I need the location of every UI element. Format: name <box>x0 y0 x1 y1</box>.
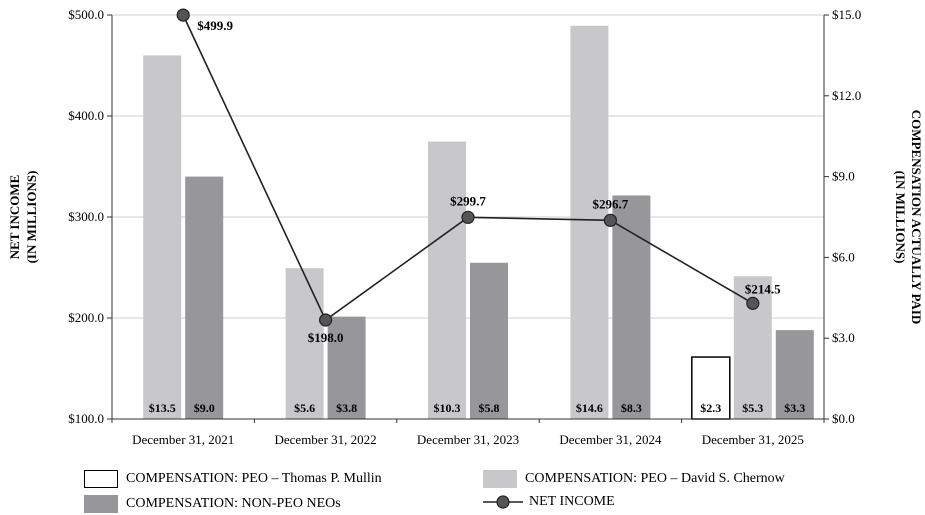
right-tick-label: $15.0 <box>832 7 861 22</box>
legend-item-mullin: COMPENSATION: PEO – Thomas P. Mullin <box>84 470 382 488</box>
right-tick-label: $0.0 <box>832 411 855 426</box>
net-income-value-label: $296.7 <box>593 196 629 211</box>
category-label: December 31, 2021 <box>132 432 234 447</box>
legend-swatch-chernow <box>483 470 517 488</box>
right-axis-title-line2: (IN MILLIONS) <box>893 171 908 264</box>
net-income-point <box>461 210 475 224</box>
bar <box>612 195 651 419</box>
bars <box>143 25 814 420</box>
net-income-labels: $499.9 $198.0 $299.7 $296.7 $214.5 <box>197 18 781 345</box>
net-income-value-label: $198.0 <box>308 330 344 345</box>
net-income-polyline <box>182 14 754 322</box>
bar-value-label: $9.0 <box>194 401 215 415</box>
left-tick-label: $300.0 <box>68 209 104 224</box>
bar <box>470 262 508 419</box>
legend-label-net-income: NET INCOME <box>529 494 615 509</box>
net-income-point <box>176 8 190 22</box>
category-label: December 31, 2023 <box>417 432 519 447</box>
legend-swatch-mullin <box>84 470 118 488</box>
net-income-value-label: $499.9 <box>197 18 233 33</box>
right-tick-label: $12.0 <box>832 88 861 103</box>
bar-value-label: $5.8 <box>479 401 500 415</box>
legend: COMPENSATION: PEO – Thomas P. Mullin COM… <box>0 462 925 515</box>
right-axis-title-line1: COMPENSATION ACTUALLY PAID <box>909 110 924 325</box>
right-tick-label: $3.0 <box>832 330 855 345</box>
bar <box>775 330 814 419</box>
legend-label-nonpeo: COMPENSATION: NON-PEO NEOs <box>126 496 341 511</box>
category-label: December 31, 2025 <box>702 432 804 447</box>
bar-value-label: $13.5 <box>149 401 176 415</box>
chart: $100.0$200.0$300.0$400.0$500.0 $0.0$3.0$… <box>7 7 924 447</box>
bar-data-labels: $13.5 $9.0 $5.6 $3.8 $10.3 $5.8 $14.6 $8.3 $2.3 $… <box>149 401 806 415</box>
bar <box>691 356 731 420</box>
bar-value-label: $3.3 <box>784 401 805 415</box>
left-tick-label: $400.0 <box>68 108 104 123</box>
bar <box>143 55 182 420</box>
left-axis-ticks: $100.0 $200.0 $300.0 $400.0 $500.0 <box>68 7 112 426</box>
category-label: December 31, 2024 <box>559 432 662 447</box>
net-income-point <box>603 213 618 227</box>
net-income-value-label: $299.7 <box>450 193 486 208</box>
bar-value-label: $3.8 <box>336 401 357 415</box>
bar-value-label: $8.3 <box>621 401 642 415</box>
left-tick-label: $200.0 <box>68 310 104 325</box>
legend-swatch-net-income <box>483 495 523 509</box>
bar-value-label: $14.6 <box>576 401 603 415</box>
legend-item-net-income: NET INCOME <box>483 493 615 511</box>
bar <box>570 25 609 419</box>
bar <box>428 141 466 419</box>
net-income-line <box>176 8 760 327</box>
left-axis-title-line1: NET INCOME <box>7 175 22 260</box>
left-axis-title-line2: (IN MILLIONS) <box>24 171 39 264</box>
category-labels: December 31, 2021 December 31, 2022 Decemb… <box>111 419 825 447</box>
bar-value-label: $5.6 <box>294 401 315 415</box>
right-tick-label: $9.0 <box>832 169 855 184</box>
bar-value-label: $2.3 <box>700 401 721 415</box>
bar <box>285 268 324 419</box>
net-income-value-label: $214.5 <box>745 281 781 296</box>
net-income-point <box>746 296 760 310</box>
bar <box>327 316 366 419</box>
legend-item-nonpeo: COMPENSATION: NON-PEO NEOs <box>84 495 341 513</box>
left-tick-label: $100.0 <box>68 411 104 426</box>
net-income-point <box>319 313 333 327</box>
bar <box>185 176 224 419</box>
right-axis-ticks: $0.0 $3.0 $6.0 $9.0 $12.0 $15.0 <box>824 7 861 426</box>
left-tick-label: $500.0 <box>68 7 104 22</box>
legend-swatch-nonpeo <box>84 495 118 513</box>
bar-value-label: $5.3 <box>742 401 763 415</box>
legend-item-chernow: COMPENSATION: PEO – David S. Chernow <box>483 470 785 488</box>
right-tick-label: $6.0 <box>832 249 855 264</box>
bar-value-label: $10.3 <box>434 401 461 415</box>
legend-label-chernow: COMPENSATION: PEO – David S. Chernow <box>525 471 785 486</box>
legend-label-mullin: COMPENSATION: PEO – Thomas P. Mullin <box>126 471 382 486</box>
category-label: December 31, 2022 <box>275 432 377 447</box>
